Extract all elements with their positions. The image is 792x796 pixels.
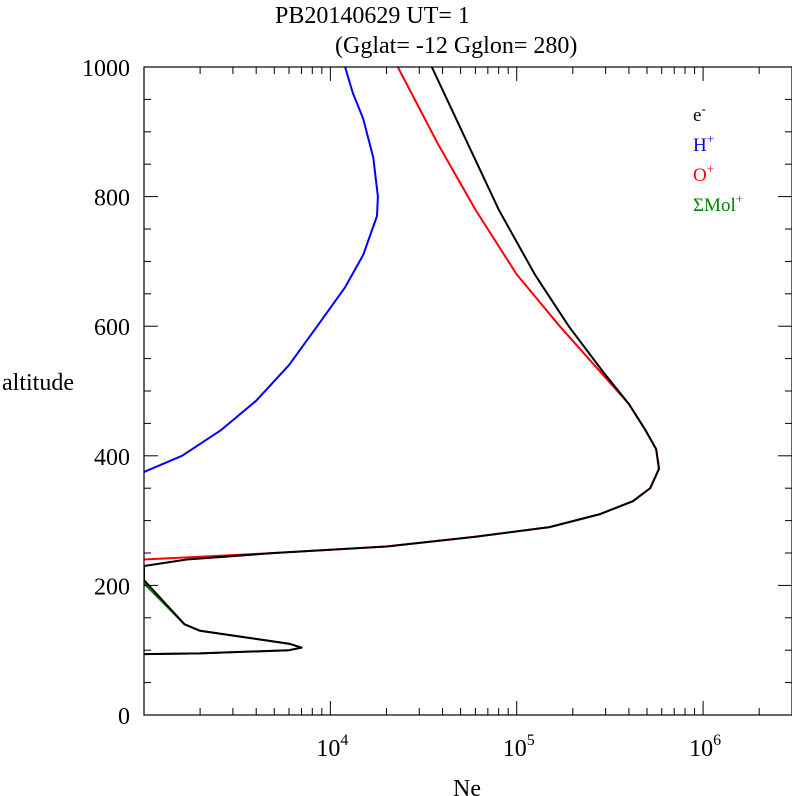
x-tick-label: 105 [503,732,535,762]
y-tick-label: 400 [94,445,130,471]
legend-entry: ΣMol+ [693,191,743,216]
y-tick-label: 1000 [82,56,130,82]
chart-subtitle: (Gglat= -12 Gglon= 280) [335,33,577,59]
legend-entry: e- [693,101,706,126]
series-line-3 [144,67,660,656]
y-tick-label: 600 [94,315,130,341]
x-axis-label: Ne [453,776,481,796]
x-tick-label: 104 [316,732,348,762]
legend: e- H+ O+ ΣMol+ [693,101,743,216]
y-axis-label: altitude [2,370,74,396]
y-tick-label: 200 [94,574,130,600]
axis-layer: 0 200 400 600 800 1000 104 105 106 [82,56,792,762]
x-tick-label: 106 [689,732,721,762]
legend-entry: O+ [693,161,714,186]
legend-entry: H+ [693,131,714,156]
series-line-2 [144,582,303,656]
y-tick-label: 800 [94,186,130,212]
y-tick-label: 0 [118,704,130,730]
series-line-0 [144,67,379,473]
series-layer [144,67,660,656]
chart-title: PB20140629 UT= 1 [275,3,470,29]
series-line-1 [144,67,660,561]
